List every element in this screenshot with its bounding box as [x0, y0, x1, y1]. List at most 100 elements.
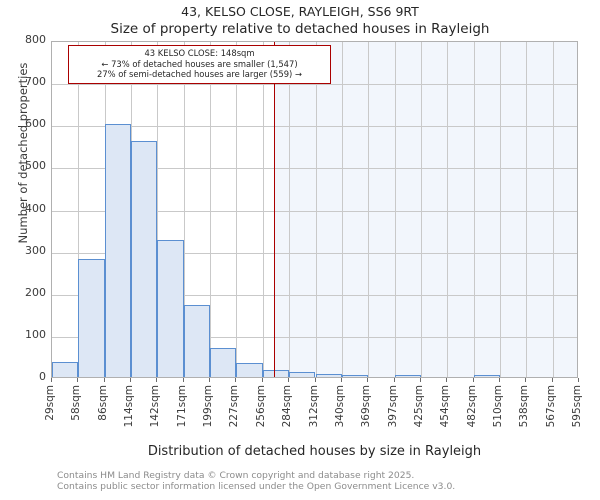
x-axis-tick-mark	[314, 378, 316, 382]
chart-title: 43, KELSO CLOSE, RAYLEIGH, SS6 9RT	[181, 4, 419, 19]
gridline	[394, 42, 396, 377]
histogram-bar	[78, 259, 105, 377]
gridline	[289, 42, 291, 377]
x-axis-tick-label: 29sqm	[44, 385, 58, 443]
histogram-bar	[236, 362, 263, 377]
x-axis-tick-mark	[446, 378, 448, 382]
gridline	[52, 336, 577, 338]
x-axis-tick-mark	[103, 378, 105, 382]
x-axis-tick-label-text: 482sqm	[465, 385, 478, 428]
gridline	[52, 84, 577, 86]
x-axis-tick-mark	[419, 378, 421, 382]
y-axis-tick-label: 400	[25, 201, 46, 215]
x-axis-tick-label-text: 538sqm	[518, 385, 531, 428]
x-axis-tick-label-text: 397sqm	[386, 385, 399, 428]
histogram-bar	[341, 375, 369, 377]
x-axis-tick-label-text: 256sqm	[254, 385, 267, 428]
gridline	[420, 42, 422, 377]
x-axis-tick-mark	[367, 378, 369, 382]
histogram-bar	[104, 124, 132, 377]
x-axis-tick-mark	[182, 378, 184, 382]
x-axis-tick-mark	[525, 378, 527, 382]
gridline	[526, 42, 528, 377]
gridline	[52, 294, 577, 296]
x-axis-tick-mark	[156, 378, 158, 382]
x-axis-tick-label: 227sqm	[228, 385, 242, 443]
x-axis-tick-mark	[130, 378, 132, 382]
x-axis-tick-label-text: 114sqm	[123, 385, 136, 428]
y-axis-tick-label: 200	[25, 285, 46, 299]
plot-area	[51, 41, 578, 378]
x-axis-tick-label: 86sqm	[97, 385, 111, 443]
histogram-bar	[315, 374, 342, 377]
x-axis-tick-label: 340sqm	[334, 385, 348, 443]
x-axis-tick-mark	[51, 378, 52, 382]
gridline	[341, 42, 343, 377]
gridline	[52, 252, 577, 254]
x-axis-tick-label: 58sqm	[70, 385, 84, 443]
x-axis-tick-label: 567sqm	[545, 385, 559, 443]
gridline	[52, 210, 577, 212]
x-axis-tick-label-text: 284sqm	[281, 385, 294, 428]
x-axis-tick-mark	[393, 378, 395, 382]
x-axis-tick-label: 256sqm	[255, 385, 269, 443]
y-axis-tick-label: 0	[39, 370, 46, 383]
x-axis-tick-label: 482sqm	[466, 385, 480, 443]
histogram-bar	[157, 240, 184, 377]
x-axis-tick-label-text: 369sqm	[360, 385, 373, 428]
annotation-line-1: 43 KELSO CLOSE: 148sqm	[144, 48, 255, 58]
x-axis-tick-mark	[472, 378, 474, 382]
y-axis-tick-label: 600	[25, 117, 46, 131]
x-axis-tick-label: 142sqm	[149, 385, 163, 443]
histogram-bar	[210, 348, 237, 377]
y-axis-tick-label: 800	[25, 33, 46, 46]
x-axis-tick-label-text: 29sqm	[44, 385, 56, 421]
gridline	[210, 42, 212, 377]
marker-line	[273, 42, 276, 377]
gridline	[78, 42, 80, 377]
x-axis-tick-mark	[261, 378, 263, 382]
x-axis-tick-label-text: 510sqm	[491, 385, 504, 428]
x-axis-tick-label: 312sqm	[308, 385, 322, 443]
gridline	[52, 168, 577, 170]
histogram-bar	[262, 369, 290, 377]
x-axis-tick-label: 369sqm	[360, 385, 374, 443]
gridline	[236, 42, 238, 377]
annotation-line-3: 27% of semi-detached houses are larger (…	[97, 69, 302, 80]
x-axis-tick-label: 595sqm	[571, 385, 585, 443]
x-axis-tick-label: 454sqm	[439, 385, 453, 443]
x-axis-tick-label-text: 567sqm	[544, 385, 557, 428]
x-axis-tick-mark	[209, 378, 211, 382]
x-axis-tick-label: 510sqm	[492, 385, 506, 443]
gridline	[552, 42, 554, 377]
gridline	[262, 42, 264, 377]
x-axis-tick-label-text: 425sqm	[412, 385, 425, 428]
y-axis-tick-label: 500	[25, 159, 46, 173]
x-axis-tick-mark	[288, 378, 290, 382]
histogram-bar	[289, 372, 316, 377]
footer-attribution: Contains HM Land Registry data © Crown c…	[57, 470, 455, 492]
gridline	[368, 42, 370, 377]
x-axis-tick-label-text: 595sqm	[571, 385, 583, 428]
gridline	[473, 42, 475, 377]
y-axis-tick-label: 700	[25, 75, 46, 89]
annotation-box: 43 KELSO CLOSE: 148sqm ← 73% of detached…	[68, 45, 331, 84]
histogram-bar	[394, 375, 421, 377]
x-axis-tick-label: 397sqm	[387, 385, 401, 443]
x-axis-tick-label: 199sqm	[202, 385, 216, 443]
x-axis-tick-mark	[235, 378, 237, 382]
x-axis-tick-mark	[498, 378, 500, 382]
annotation-line-2: ← 73% of detached houses are smaller (1,…	[101, 58, 298, 69]
histogram-bar	[52, 362, 79, 377]
x-axis-tick-label: 425sqm	[413, 385, 427, 443]
histogram-bar	[473, 375, 500, 377]
x-axis-tick-label-text: 227sqm	[228, 385, 241, 428]
x-axis-tick-mark	[578, 378, 579, 382]
histogram-bar	[183, 305, 211, 377]
y-axis-tick-label: 100	[25, 327, 46, 341]
x-axis-tick-label-text: 340sqm	[333, 385, 346, 428]
x-axis-tick-label-text: 142sqm	[149, 385, 162, 428]
x-axis-title: Distribution of detached houses by size …	[147, 444, 482, 459]
x-axis-tick-label: 114sqm	[123, 385, 137, 443]
